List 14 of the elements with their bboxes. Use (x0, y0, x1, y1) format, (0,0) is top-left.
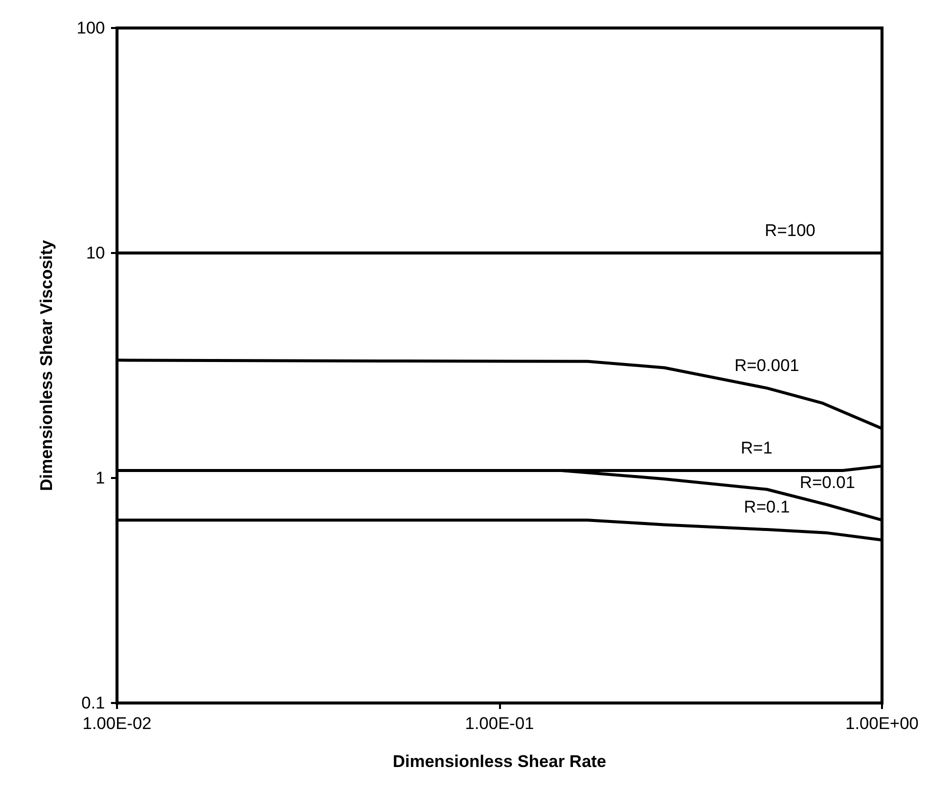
y-tick-label: 1 (96, 468, 105, 488)
annotation: R=0.001 (734, 356, 800, 376)
y-tick-label: 100 (76, 18, 105, 38)
x-tick-label: 1.00E-02 (82, 714, 152, 733)
annotation: R=1 (740, 438, 772, 458)
y-tick-label: 0.1 (81, 694, 105, 712)
y-axis-title: Dimensionless Shear Viscosity (37, 239, 56, 492)
annotation: R=0.01 (800, 472, 856, 492)
annotation: R=0.1 (744, 498, 790, 517)
x-tick-label: 1.00E+00 (845, 714, 919, 733)
x-tick-label: 1.00E-01 (465, 714, 534, 733)
x-axis-title: Dimensionless Shear Rate (392, 752, 606, 771)
y-tick-label: 10 (86, 244, 105, 262)
annotation: R=100 (764, 221, 816, 240)
